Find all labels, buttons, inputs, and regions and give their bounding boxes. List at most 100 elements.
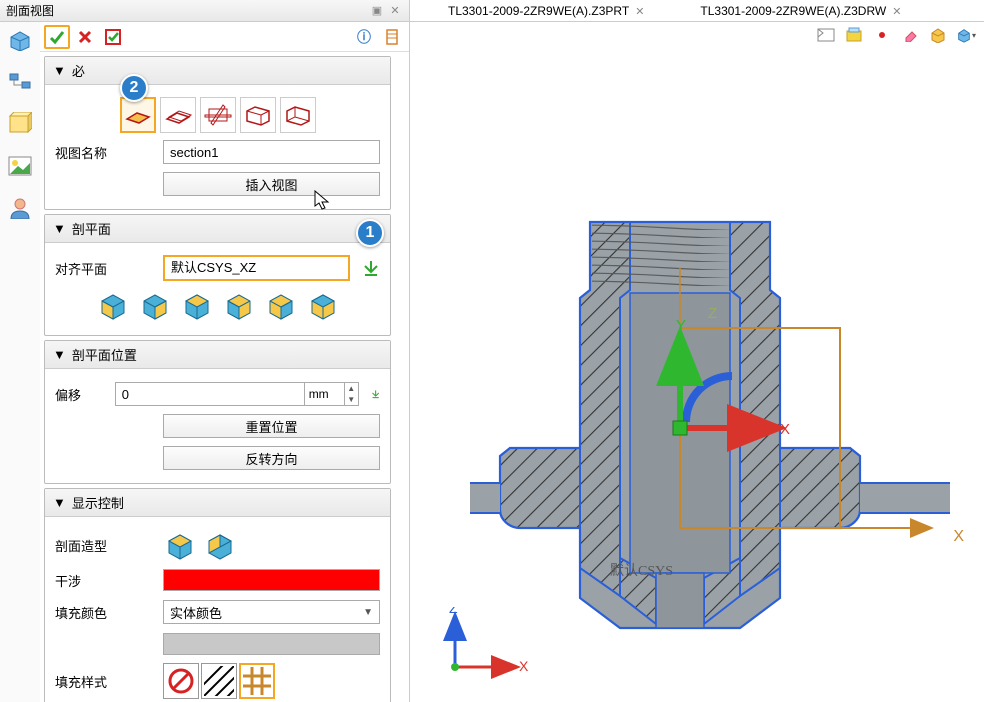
- disclosure-icon: ▼: [53, 221, 66, 236]
- apply-button[interactable]: [100, 25, 126, 49]
- viewport-panel: TL3301-2009-2ZR9WE(A).Z3PRT ✕ TL3301-2009…: [410, 0, 984, 702]
- sidebar-material-icon[interactable]: [6, 110, 34, 138]
- section-required: ▼ 必: [44, 56, 391, 210]
- svg-text:Y: Y: [676, 317, 686, 334]
- cube-orient-1[interactable]: [96, 289, 130, 321]
- tab-prt[interactable]: TL3301-2009-2ZR9WE(A).Z3PRT ✕: [440, 1, 652, 21]
- viewport-canvas[interactable]: Y X Z 默认CSYS X Z X: [410, 48, 984, 702]
- cube-orient-5[interactable]: [264, 289, 298, 321]
- x-axis-label: X: [953, 528, 964, 546]
- display-shape-1[interactable]: [163, 529, 197, 561]
- sidebar-image-icon[interactable]: [6, 152, 34, 180]
- property-scroll[interactable]: ▼ 必: [40, 52, 409, 702]
- sidebar-tree-icon[interactable]: [6, 68, 34, 96]
- fill-pattern-label: 填充样式: [55, 672, 155, 691]
- svg-text:Z: Z: [708, 305, 717, 322]
- expand-icon[interactable]: [379, 25, 405, 49]
- flip-direction-button[interactable]: 反转方向: [163, 446, 380, 470]
- align-plane-label: 对齐平面: [55, 259, 155, 278]
- offset-label: 偏移: [55, 385, 107, 404]
- offset-unit: mm: [305, 382, 345, 406]
- dot-icon[interactable]: [872, 25, 892, 45]
- sidebar-user-icon[interactable]: [6, 194, 34, 222]
- property-panel: 剖面视图 ▣ ✕: [0, 0, 410, 702]
- section-display: ▼ 显示控制 剖面造型 干涉: [44, 488, 391, 702]
- info-icon[interactable]: ⓘ: [351, 25, 377, 49]
- view-name-input[interactable]: [163, 140, 380, 164]
- fill-color-label: 填充颜色: [55, 603, 155, 622]
- box-gold-icon[interactable]: [928, 25, 948, 45]
- document-tabs: TL3301-2009-2ZR9WE(A).Z3PRT ✕ TL3301-2009…: [410, 0, 984, 22]
- callout-badge-1: 1: [356, 219, 384, 247]
- layout-icon[interactable]: [816, 25, 836, 45]
- panel-sidebar: [0, 22, 40, 702]
- cube-orient-2[interactable]: [138, 289, 172, 321]
- triad-x-label: X: [519, 658, 529, 674]
- tab-close-icon[interactable]: ✕: [635, 5, 644, 18]
- property-scroll-area: ⓘ 2 ▼ 必: [40, 22, 409, 702]
- align-plane-input[interactable]: 默认CSYS_XZ: [163, 255, 350, 281]
- ok-button[interactable]: [44, 25, 70, 49]
- svg-text:X: X: [780, 421, 790, 438]
- fill-color-select[interactable]: 实体颜色▼: [163, 600, 380, 624]
- box-blue-icon[interactable]: ▾: [956, 25, 976, 45]
- section-display-header[interactable]: ▼ 显示控制: [45, 489, 390, 517]
- viewport-toolbar: ▾: [410, 22, 984, 48]
- tab-drw[interactable]: TL3301-2009-2ZR9WE(A).Z3DRW ✕: [692, 1, 909, 21]
- eraser-icon[interactable]: [900, 25, 920, 45]
- section-view-drawing: Y X Z: [470, 198, 950, 658]
- panel-body: ⓘ 2 ▼ 必: [0, 22, 409, 702]
- pattern-grid[interactable]: [239, 663, 275, 699]
- sidebar-cube-icon[interactable]: [6, 26, 34, 54]
- disclosure-icon: ▼: [53, 495, 66, 510]
- orientation-triad: Z X: [435, 607, 535, 687]
- section-cutplane-label: 剖平面: [72, 219, 111, 238]
- tab-close-icon[interactable]: ✕: [892, 5, 901, 18]
- view-name-label: 视图名称: [55, 143, 155, 162]
- insert-view-button[interactable]: 插入视图: [163, 172, 380, 196]
- plane-type-xy[interactable]: [120, 97, 156, 133]
- pattern-none[interactable]: [163, 663, 199, 699]
- fill-color-swatch[interactable]: [163, 633, 380, 655]
- section-planepos: ▼ 剖平面位置 偏移 mm ▲▼ 重置位: [44, 340, 391, 484]
- disclosure-icon: ▼: [53, 347, 66, 362]
- cube-orient-4[interactable]: [222, 289, 256, 321]
- reset-position-button[interactable]: 重置位置: [163, 414, 380, 438]
- sheet-icon[interactable]: [844, 25, 864, 45]
- cancel-button[interactable]: [72, 25, 98, 49]
- csys-label: 默认CSYS: [610, 560, 673, 580]
- plane-type-icons: [55, 97, 380, 133]
- panel-pin-icon[interactable]: ▣: [369, 3, 385, 19]
- plane-type-4[interactable]: [240, 97, 276, 133]
- section-cutplane-header[interactable]: ▼ 剖平面: [45, 215, 390, 243]
- interference-label: 干涉: [55, 571, 155, 590]
- plane-type-5[interactable]: [280, 97, 316, 133]
- cube-orientation-icons: [55, 289, 380, 321]
- plane-type-3[interactable]: [200, 97, 236, 133]
- triad-z-label: Z: [449, 607, 458, 616]
- pick-offset-icon[interactable]: [371, 385, 380, 403]
- disclosure-icon: ▼: [53, 63, 66, 78]
- callout-badge-2: 2: [120, 74, 148, 102]
- panel-title: 剖面视图: [6, 2, 367, 19]
- section-shape-label: 剖面造型: [55, 536, 155, 555]
- offset-input[interactable]: [115, 382, 305, 406]
- panel-toolbar: ⓘ: [40, 22, 409, 52]
- panel-titlebar: 剖面视图 ▣ ✕: [0, 0, 409, 22]
- cube-orient-6[interactable]: [306, 289, 340, 321]
- section-planepos-header[interactable]: ▼ 剖平面位置: [45, 341, 390, 369]
- offset-spinner[interactable]: ▲▼: [345, 382, 359, 406]
- pattern-hatch[interactable]: [201, 663, 237, 699]
- cube-orient-3[interactable]: [180, 289, 214, 321]
- tab-prt-label: TL3301-2009-2ZR9WE(A).Z3PRT: [448, 4, 629, 18]
- section-cutplane: 1 ▼ 剖平面 对齐平面 默认CSYS_XZ: [44, 214, 391, 336]
- display-shape-2[interactable]: [203, 529, 237, 561]
- panel-close-icon[interactable]: ✕: [387, 3, 403, 19]
- section-required-header[interactable]: ▼ 必: [45, 57, 390, 85]
- tab-drw-label: TL3301-2009-2ZR9WE(A).Z3DRW: [700, 4, 886, 18]
- pick-icon[interactable]: [362, 259, 380, 277]
- section-display-label: 显示控制: [72, 493, 124, 512]
- section-planepos-label: 剖平面位置: [72, 345, 137, 364]
- plane-type-2[interactable]: [160, 97, 196, 133]
- interference-color[interactable]: [163, 569, 380, 591]
